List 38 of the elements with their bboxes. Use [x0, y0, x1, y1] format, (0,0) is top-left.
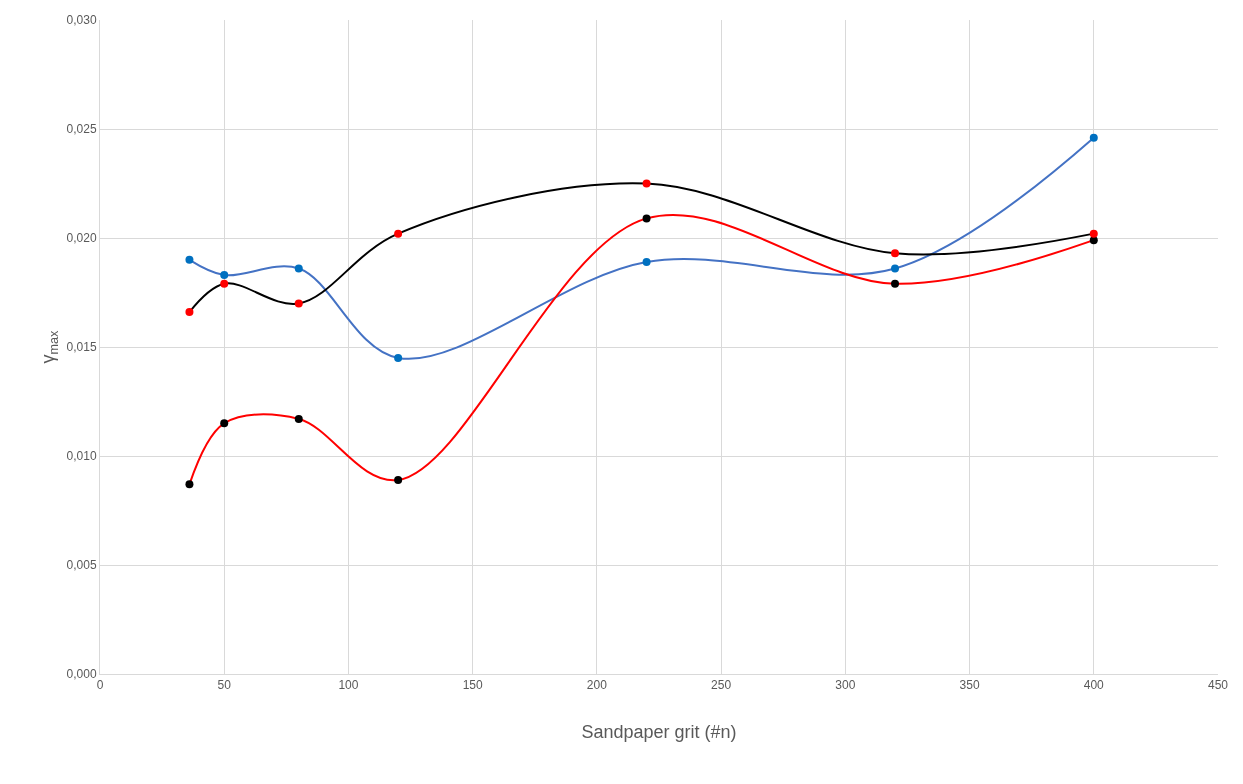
x-tick-label: 0: [96, 678, 104, 693]
y-tick-label: 0,005: [66, 558, 97, 573]
x-tick-label: 350: [959, 678, 980, 693]
x-tick-label: 300: [835, 678, 856, 693]
point: [642, 214, 651, 223]
x-tick-label: 450: [1207, 678, 1229, 693]
x-tick-label: 50: [217, 678, 232, 693]
point: [1089, 229, 1098, 238]
point: [294, 299, 303, 308]
x-tick-label: 100: [338, 678, 359, 693]
point: [394, 229, 403, 238]
point: [294, 264, 303, 273]
point: [394, 475, 403, 484]
x-tick-label: 250: [711, 678, 732, 693]
point: [891, 249, 900, 258]
point: [185, 308, 194, 317]
y-tick-label: 0,020: [66, 231, 97, 246]
point: [891, 279, 900, 288]
point: [220, 271, 229, 280]
y-tick-label: 0,010: [66, 449, 97, 464]
point: [642, 179, 651, 188]
point: [891, 264, 900, 273]
x-tick-label: 200: [586, 678, 608, 693]
y-tick-label: 0,025: [66, 122, 97, 137]
point: [220, 419, 229, 428]
x-tick-label: 150: [462, 678, 483, 693]
point: [220, 279, 229, 288]
point: [642, 257, 651, 266]
x-tick-label: 400: [1083, 678, 1105, 693]
point: [294, 414, 303, 423]
y-tick-label: 0,015: [66, 340, 97, 355]
point: [394, 353, 403, 362]
x-axis-title: Sandpaper grit (#n): [581, 722, 737, 742]
point: [185, 255, 194, 264]
y-tick-label: 0,030: [66, 13, 97, 28]
point: [1089, 133, 1098, 142]
point: [185, 480, 194, 489]
y-tick-label: 0,000: [66, 667, 97, 682]
